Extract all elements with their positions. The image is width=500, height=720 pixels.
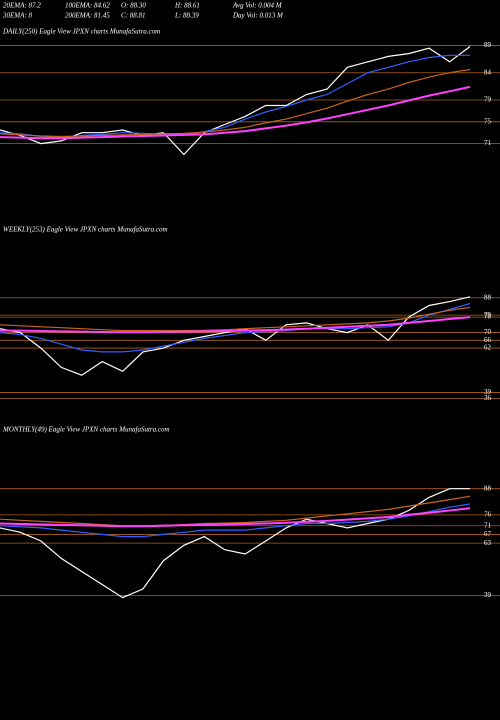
y-tick-label: 88 [484,293,492,301]
header-stat: 200EMA: 81.45 [65,12,110,20]
y-tick-label: 71 [484,139,492,147]
header-stat: 100EMA: 84.62 [65,2,110,10]
y-tick-label: 78 [484,313,492,321]
price-line [0,46,471,156]
price-line [0,488,470,599]
y-tick-label: 62 [484,344,492,352]
panel-title: DAILY(250) Eagle View JPXN charts Munafa… [2,28,160,36]
y-tick-label: 75 [484,117,492,125]
header-stat: L: 88.39 [174,12,199,20]
price-line [0,54,470,139]
header-stat: C: 88.81 [121,12,146,20]
y-tick-label: 79 [484,96,492,104]
price-line [0,495,471,527]
y-tick-label: 71 [484,521,492,529]
price-line [0,68,471,138]
price-line [0,85,471,140]
y-tick-label: 39 [484,591,492,599]
price-line [0,296,471,376]
y-tick-label: 39 [484,388,492,396]
price-line [0,306,471,332]
price-line [0,302,471,353]
header-stat: H: 88.61 [174,2,200,10]
y-tick-label: 63 [484,539,492,547]
y-tick-label: 36 [484,394,492,402]
panel-title: WEEKLY(253) Eagle View JPXN charts Munaf… [3,226,168,234]
panel-title: MONTHLY(49) Eagle View JPXN charts Munaf… [2,426,170,434]
header-stat: 30EMA: 8 [2,12,32,20]
price-line [0,316,471,334]
y-tick-label: 66 [484,336,492,344]
price-line [0,507,471,528]
y-tick-label: 89 [484,41,492,49]
y-tick-label: 88 [484,484,492,492]
y-tick-label: 76 [484,510,492,518]
y-tick-label: 79 [484,311,492,319]
header-stat: 20EMA: 87.2 [3,2,41,10]
header-stat: Day Vol: 0.013 M [232,12,284,20]
y-tick-label: 67 [484,530,492,538]
y-tick-label: 70 [484,328,492,336]
header-stat: O: 88.30 [121,2,146,10]
header-stat: Avg Vol: 0.004 M [232,2,283,10]
y-tick-label: 84 [484,68,492,76]
price-line [0,503,471,538]
